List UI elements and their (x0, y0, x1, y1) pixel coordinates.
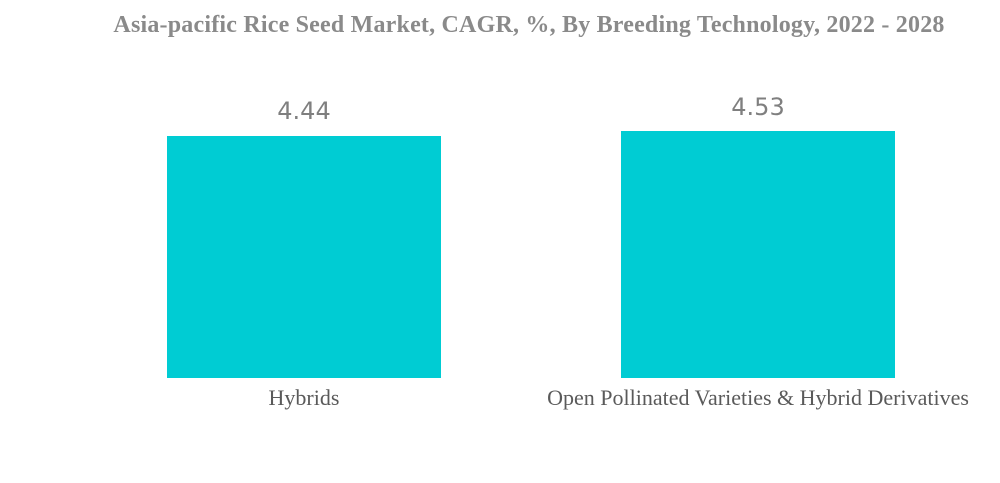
x-axis-label-hybrids: Hybrids (268, 385, 340, 410)
bar-hybrids[interactable] (167, 136, 441, 378)
bar-group-hybrids: 4.44 (77, 0, 531, 378)
chart-title: Asia-pacific Rice Seed Market, CAGR, %, … (113, 12, 945, 38)
x-axis-label-open-pollinated: Open Pollinated Varieties & Hybrid Deriv… (547, 385, 969, 410)
plot-area: 4.44 4.53 (77, 0, 985, 378)
value-label-open-pollinated: 4.53 (731, 92, 785, 121)
bar-open-pollinated[interactable] (621, 131, 895, 378)
bar-group-open-pollinated: 4.53 (531, 0, 985, 378)
x-axis-category-row: Hybrids Open Pollinated Varieties & Hybr… (0, 385, 1000, 415)
value-label-hybrids: 4.44 (277, 97, 331, 126)
